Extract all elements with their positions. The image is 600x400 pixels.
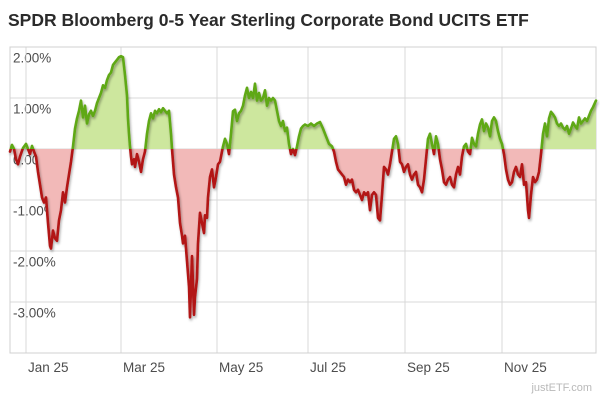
- plot-border: [9, 46, 597, 354]
- x-axis-label: Jul 25: [310, 360, 346, 375]
- x-axis-label: Mar 25: [123, 360, 165, 375]
- x-axis-label: May 25: [219, 360, 263, 375]
- chart-title: SPDR Bloomberg 0-5 Year Sterling Corpora…: [8, 10, 529, 30]
- x-axis-label: Nov 25: [504, 360, 547, 375]
- x-axis-label: Sep 25: [407, 360, 450, 375]
- y-axis-label: 2.00%: [13, 51, 51, 66]
- y-axis-label: -1.00%: [13, 204, 56, 219]
- series-line-positive: [9, 54, 598, 149]
- series-line-group: [8, 54, 598, 319]
- x-axis-label: Jan 25: [28, 360, 69, 375]
- area-fill-positive: [10, 56, 596, 149]
- y-axis-label: 1.00%: [13, 102, 51, 117]
- area-fill-negative: [10, 149, 596, 318]
- y-axis-label: -3.00%: [13, 306, 56, 321]
- justetf-watermark: justETF.com: [531, 382, 592, 394]
- y-axis-label: -2.00%: [13, 255, 56, 270]
- series-line-negative: [8, 149, 543, 319]
